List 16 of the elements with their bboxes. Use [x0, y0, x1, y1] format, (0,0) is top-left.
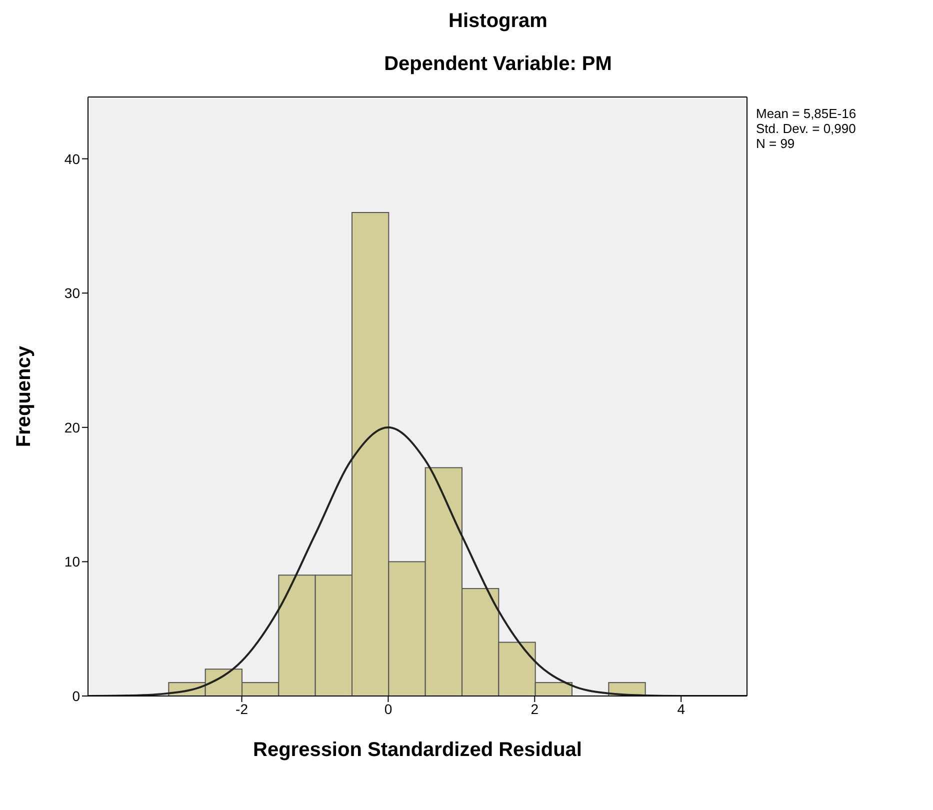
y-tick-label: 30: [64, 285, 80, 302]
y-tick-label: 20: [64, 419, 80, 436]
chart-title: Histogram: [448, 10, 548, 33]
x-axis-title: Regression Standardized Residual: [253, 739, 582, 761]
y-tick-label: 10: [64, 554, 80, 570]
x-tick-label: 4: [677, 700, 686, 717]
y-tick-label: 0: [72, 688, 80, 704]
y-axis-title: Frequency: [13, 345, 36, 448]
x-tick-label: -2: [236, 700, 248, 717]
x-tick-label: 2: [530, 700, 539, 717]
x-tick-label: 0: [384, 700, 392, 717]
text: N = 99: [756, 136, 796, 151]
text: Std. Dev. = 0,990: [756, 121, 856, 136]
y-tick-label: 40: [64, 150, 80, 167]
chart-subtitle: Dependent Variable: PM: [383, 53, 613, 76]
text: Mean = 5,85E-16: [756, 106, 856, 121]
